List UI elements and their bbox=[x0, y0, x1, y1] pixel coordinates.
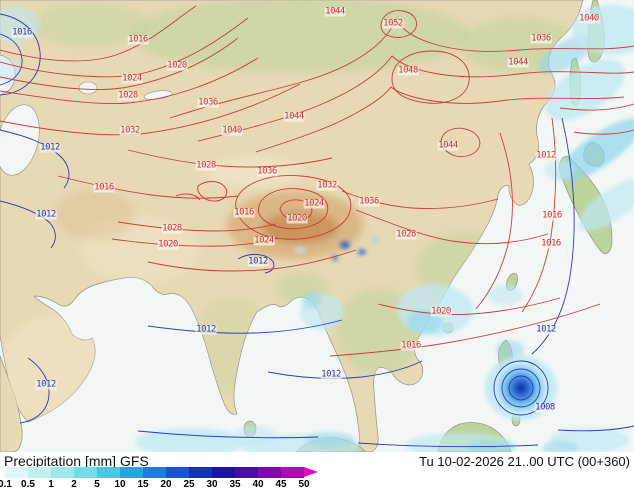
aral-sea bbox=[78, 81, 98, 95]
scale-segment bbox=[143, 467, 166, 478]
scale-segment bbox=[51, 467, 74, 478]
legend-title-text: Precipitation bbox=[4, 453, 82, 469]
color-scale bbox=[5, 467, 318, 478]
scale-tick: 50 bbox=[298, 479, 310, 490]
scale-tick: 0.5 bbox=[21, 479, 35, 490]
legend-model: GFS bbox=[119, 453, 149, 469]
scale-segment bbox=[28, 467, 51, 478]
legend-title: Precipitation [mm] GFS bbox=[4, 453, 149, 469]
scale-tick: 45 bbox=[275, 479, 287, 490]
scale-segment bbox=[166, 467, 189, 478]
scale-arrow-icon bbox=[304, 467, 318, 477]
scale-segment bbox=[281, 467, 304, 478]
scale-tick: 2 bbox=[71, 479, 77, 490]
scale-tick: 15 bbox=[137, 479, 149, 490]
weather-map-svg bbox=[0, 0, 634, 452]
scale-segment bbox=[74, 467, 97, 478]
legend-unit: [mm] bbox=[84, 453, 117, 469]
scale-tick: 25 bbox=[183, 479, 195, 490]
legend-bar: Precipitation [mm] GFS Tu 10-02-2026 21.… bbox=[0, 452, 634, 490]
typhoon bbox=[491, 358, 551, 418]
scale-ticks: 0.1 0.5 1 2 5 10 15 20 25 30 35 40 45 50 bbox=[0, 479, 335, 490]
scale-segment bbox=[120, 467, 143, 478]
isobars-red bbox=[0, 5, 634, 357]
scale-tick: 30 bbox=[206, 479, 218, 490]
scale-tick: 5 bbox=[94, 479, 100, 490]
scale-tick: 35 bbox=[229, 479, 241, 490]
scale-segment bbox=[235, 467, 258, 478]
scale-segment bbox=[5, 467, 28, 478]
scale-tick: 1 bbox=[48, 479, 54, 490]
scale-tick: 20 bbox=[160, 479, 172, 490]
scale-segment bbox=[189, 467, 212, 478]
scale-segment bbox=[212, 467, 235, 478]
scale-tick: 0.1 bbox=[0, 479, 12, 490]
scale-segment bbox=[258, 467, 281, 478]
scale-segment bbox=[97, 467, 120, 478]
scale-tick: 40 bbox=[252, 479, 264, 490]
map-area: 1016 1020 1024 1028 1032 1036 1040 1044 1044 1052… bbox=[0, 0, 634, 452]
timestamp: Tu 10-02-2026 21..00 UTC (00+360) bbox=[419, 454, 630, 469]
isobars-blue bbox=[0, 13, 634, 448]
scale-tick: 10 bbox=[114, 479, 126, 490]
